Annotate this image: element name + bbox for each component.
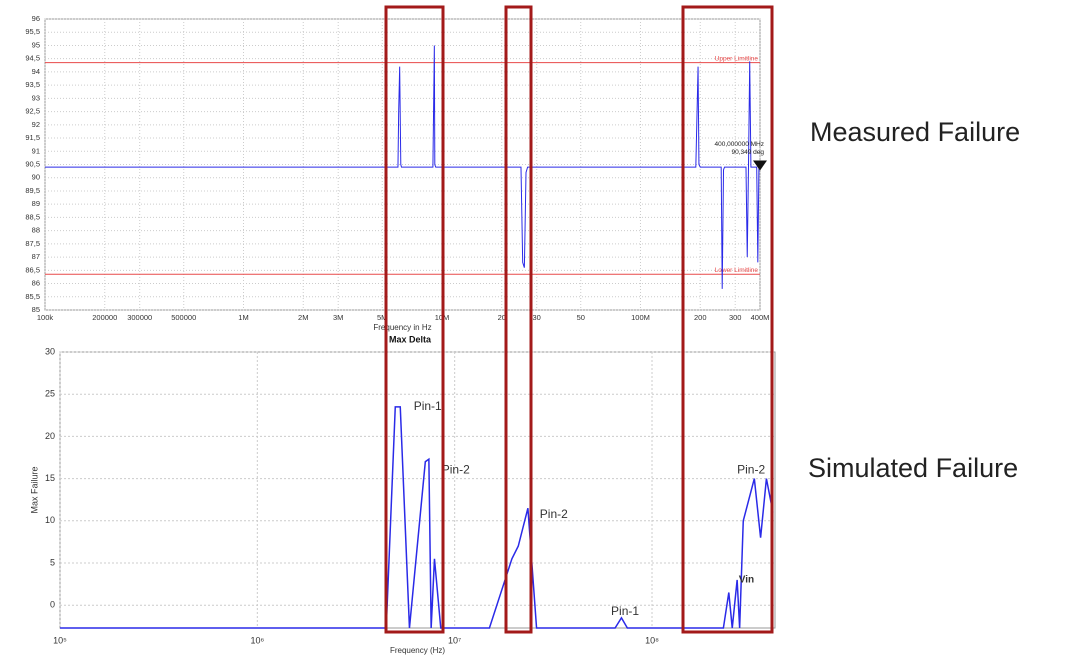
- highlight-box: [384, 5, 445, 634]
- annotation: Pin-2: [737, 462, 765, 476]
- y-tick-label: 94,5: [25, 54, 40, 63]
- annotation: Vin: [739, 575, 754, 586]
- y-tick-label: 5: [50, 557, 55, 567]
- annotation: Pin-2: [540, 507, 568, 521]
- charts: 85 85,5 86 86,5 87 87,5 88 88,5 89 89,5 90 90,5 91 91…: [25, 14, 776, 655]
- x-tick-label: 10⁸: [645, 635, 659, 645]
- highlight-box: [681, 5, 774, 634]
- x-tick-label: 10⁶: [250, 635, 264, 645]
- marker-label: 90,349 deg: [731, 149, 764, 156]
- y-tick-label: 92,5: [25, 107, 40, 116]
- y-tick-label: 10: [45, 515, 55, 525]
- y-axis-label: Max Failure: [29, 466, 39, 513]
- y-tick-label: 15: [45, 473, 55, 483]
- x-tick-label: 10⁷: [448, 635, 461, 645]
- y-tick-label: 91: [32, 146, 40, 155]
- x-tick-label: 10⁵: [53, 635, 67, 645]
- limit-label: Lower Limitline: [715, 267, 759, 274]
- annotation: Pin-1: [414, 399, 442, 413]
- x-tick-label: 20: [498, 313, 506, 322]
- x-tick-label: 400M: [751, 313, 770, 322]
- marker-label: 400,000000 MHz: [714, 141, 764, 148]
- side-label: Measured Failure: [810, 117, 1020, 147]
- y-tick-label: 88: [32, 226, 40, 235]
- x-axis-label: Frequency in Hz: [373, 323, 431, 332]
- limit-label: Upper Limitline: [715, 55, 759, 62]
- y-tick-label: 89,5: [25, 186, 40, 195]
- y-tick-label: 96: [32, 14, 40, 23]
- y-tick-label: 95: [32, 40, 40, 49]
- y-tick-label: 87: [32, 252, 40, 261]
- x-tick-label: 500000: [171, 313, 196, 322]
- y-tick-label: 87,5: [25, 239, 40, 248]
- annotation: Pin-1: [611, 604, 639, 618]
- y-tick-label: 90,5: [25, 159, 40, 168]
- annotation: Pin-2: [442, 462, 470, 476]
- highlight-box: [504, 5, 533, 634]
- y-tick-label: 25: [45, 389, 55, 399]
- x-tick-label: 50: [577, 313, 585, 322]
- y-tick-label: 95,5: [25, 27, 40, 36]
- x-tick-label: 2M: [298, 313, 308, 322]
- side-label: Simulated Failure: [808, 453, 1018, 483]
- x-tick-label: 300: [729, 313, 742, 322]
- x-tick-label: 100M: [631, 313, 650, 322]
- y-tick-label: 85: [32, 305, 40, 314]
- x-tick-label: 30: [533, 313, 541, 322]
- plot-area: [59, 351, 776, 629]
- x-tick-label: 300000: [127, 313, 152, 322]
- y-tick-label: 0: [50, 600, 55, 610]
- marker: [753, 160, 767, 171]
- x-tick-label: 100k: [37, 313, 54, 322]
- y-tick-label: 86,5: [25, 265, 40, 274]
- y-tick-label: 85,5: [25, 292, 40, 301]
- x-tick-label: 200: [694, 313, 707, 322]
- y-tick-label: 86: [32, 279, 40, 288]
- y-tick-label: 90: [32, 173, 40, 182]
- x-tick-label: 5M: [377, 313, 387, 322]
- y-tick-label: 30: [45, 346, 55, 356]
- x-tick-label: 1M: [238, 313, 248, 322]
- x-tick-label: 3M: [333, 313, 343, 322]
- y-tick-label: 89: [32, 199, 40, 208]
- y-tick-label: 92: [32, 120, 40, 129]
- y-tick-label: 93: [32, 93, 40, 102]
- y-tick-label: 20: [45, 431, 55, 441]
- y-tick-label: 88,5: [25, 212, 40, 221]
- x-axis-label: Frequency (Hz): [390, 646, 445, 655]
- y-tick-label: 94: [32, 67, 40, 76]
- x-tick-label: 200000: [92, 313, 117, 322]
- chart-title: Max Delta: [389, 334, 432, 344]
- y-tick-label: 91,5: [25, 133, 40, 142]
- data-line: [45, 45, 761, 289]
- y-tick-label: 93,5: [25, 80, 40, 89]
